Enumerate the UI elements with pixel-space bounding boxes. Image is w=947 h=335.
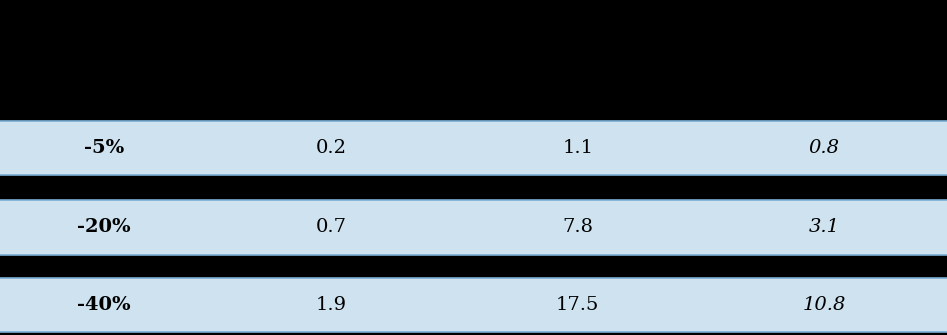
Text: 0.2: 0.2 — [316, 139, 347, 157]
Bar — [0, 200, 208, 255]
Bar — [0, 121, 208, 175]
Bar — [455, 278, 701, 332]
Bar — [0, 255, 947, 278]
Bar — [0, 175, 947, 200]
Text: 7.8: 7.8 — [563, 218, 593, 237]
Text: 10.8: 10.8 — [802, 296, 846, 314]
Bar — [701, 278, 947, 332]
Text: -20%: -20% — [78, 218, 131, 237]
Bar — [0, 0, 947, 120]
Bar — [208, 278, 455, 332]
Bar — [208, 121, 455, 175]
Bar — [701, 200, 947, 255]
Text: 3.1: 3.1 — [809, 218, 839, 237]
Bar — [208, 200, 455, 255]
Bar — [701, 121, 947, 175]
Bar — [455, 200, 701, 255]
Text: 0.8: 0.8 — [809, 139, 839, 157]
Bar — [0, 332, 947, 335]
Text: 17.5: 17.5 — [556, 296, 599, 314]
Text: -5%: -5% — [84, 139, 124, 157]
Text: 0.7: 0.7 — [316, 218, 347, 237]
Text: 1.9: 1.9 — [316, 296, 347, 314]
Bar — [0, 278, 208, 332]
Text: 1.1: 1.1 — [563, 139, 593, 157]
Text: -40%: -40% — [78, 296, 131, 314]
Bar — [455, 121, 701, 175]
